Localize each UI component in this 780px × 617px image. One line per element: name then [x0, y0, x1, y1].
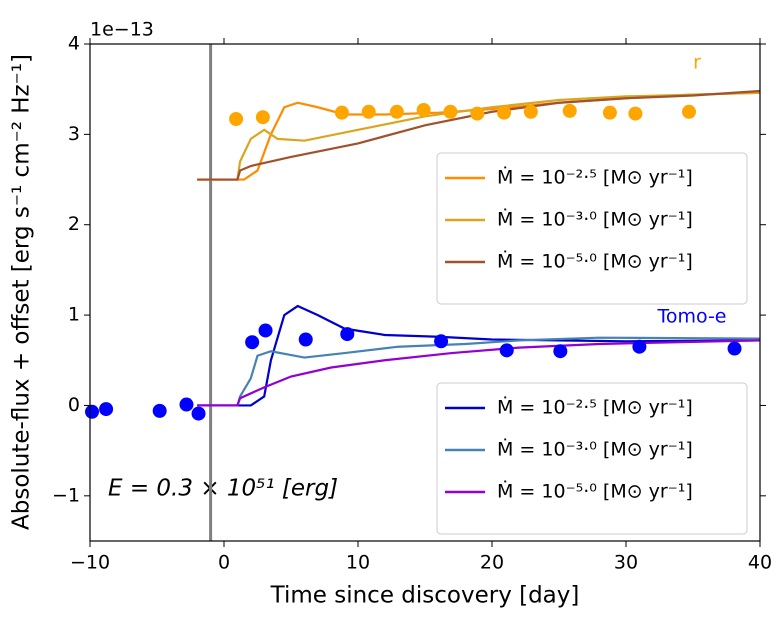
x-tick-label: −10: [70, 552, 110, 574]
legend-label: Ṁ = 10⁻³·⁰ [M⊙ yr⁻¹]: [497, 208, 693, 231]
legend-label: Ṁ = 10⁻²·⁵ [M⊙ yr⁻¹]: [497, 166, 693, 189]
legend-label: Ṁ = 10⁻²·⁵ [M⊙ yr⁻¹]: [497, 396, 693, 419]
point: [85, 404, 100, 419]
line: [197, 89, 761, 181]
point: [416, 102, 431, 117]
point: [523, 104, 538, 119]
point: [99, 402, 114, 417]
point: [298, 332, 313, 347]
point: [245, 335, 260, 350]
plot-frame: [89, 43, 761, 542]
point: [255, 110, 270, 125]
y-tick-label: 2: [68, 213, 80, 235]
line: [197, 91, 761, 181]
x-axis-label: Time since discovery [day]: [270, 583, 580, 609]
legend-label: Ṁ = 10⁻⁵·⁰ [M⊙ yr⁻¹]: [497, 480, 693, 503]
legend: [436, 152, 748, 305]
y-tick-label: 1: [68, 304, 80, 326]
point: [628, 106, 643, 121]
y-tick-label: 0: [68, 394, 80, 416]
point: [681, 104, 696, 119]
point: [727, 341, 742, 356]
annotation: r: [693, 52, 701, 74]
point: [152, 403, 167, 418]
y-axis-label: Absolute-flux + offset [erg s⁻¹ cm⁻² Hz⁻…: [9, 54, 35, 530]
y-tick-label: 4: [68, 33, 80, 55]
line: [197, 336, 761, 407]
point: [179, 397, 194, 412]
y-offset-label: 1e−13: [90, 19, 154, 41]
point: [632, 339, 647, 354]
point: [340, 327, 355, 342]
x-tick-label: 0: [218, 552, 230, 574]
point: [602, 105, 617, 120]
y-tick-label: 3: [68, 123, 80, 145]
x-tick-label: 40: [748, 552, 772, 574]
legend: [436, 382, 748, 535]
x-tick-label: 30: [614, 552, 638, 574]
x-tick-label: 10: [346, 552, 370, 574]
x-tick-label: 20: [480, 552, 504, 574]
point: [497, 105, 512, 120]
annotation: E = 0.3 × 10⁵¹ [erg]: [108, 476, 338, 502]
point: [562, 103, 577, 118]
point: [499, 343, 514, 358]
line: [197, 339, 761, 407]
legend-label: Ṁ = 10⁻⁵·⁰ [M⊙ yr⁻¹]: [497, 250, 693, 273]
point: [470, 106, 485, 121]
point: [258, 323, 273, 338]
y-tick-label: −1: [52, 484, 80, 506]
annotation: Tomo-e: [656, 306, 726, 328]
point: [334, 105, 349, 120]
point: [553, 344, 568, 359]
point: [191, 406, 206, 421]
point: [443, 104, 458, 119]
point: [229, 112, 244, 127]
point: [434, 334, 449, 349]
point: [361, 104, 376, 119]
legend-label: Ṁ = 10⁻³·⁰ [M⊙ yr⁻¹]: [497, 438, 693, 461]
point: [389, 104, 404, 119]
